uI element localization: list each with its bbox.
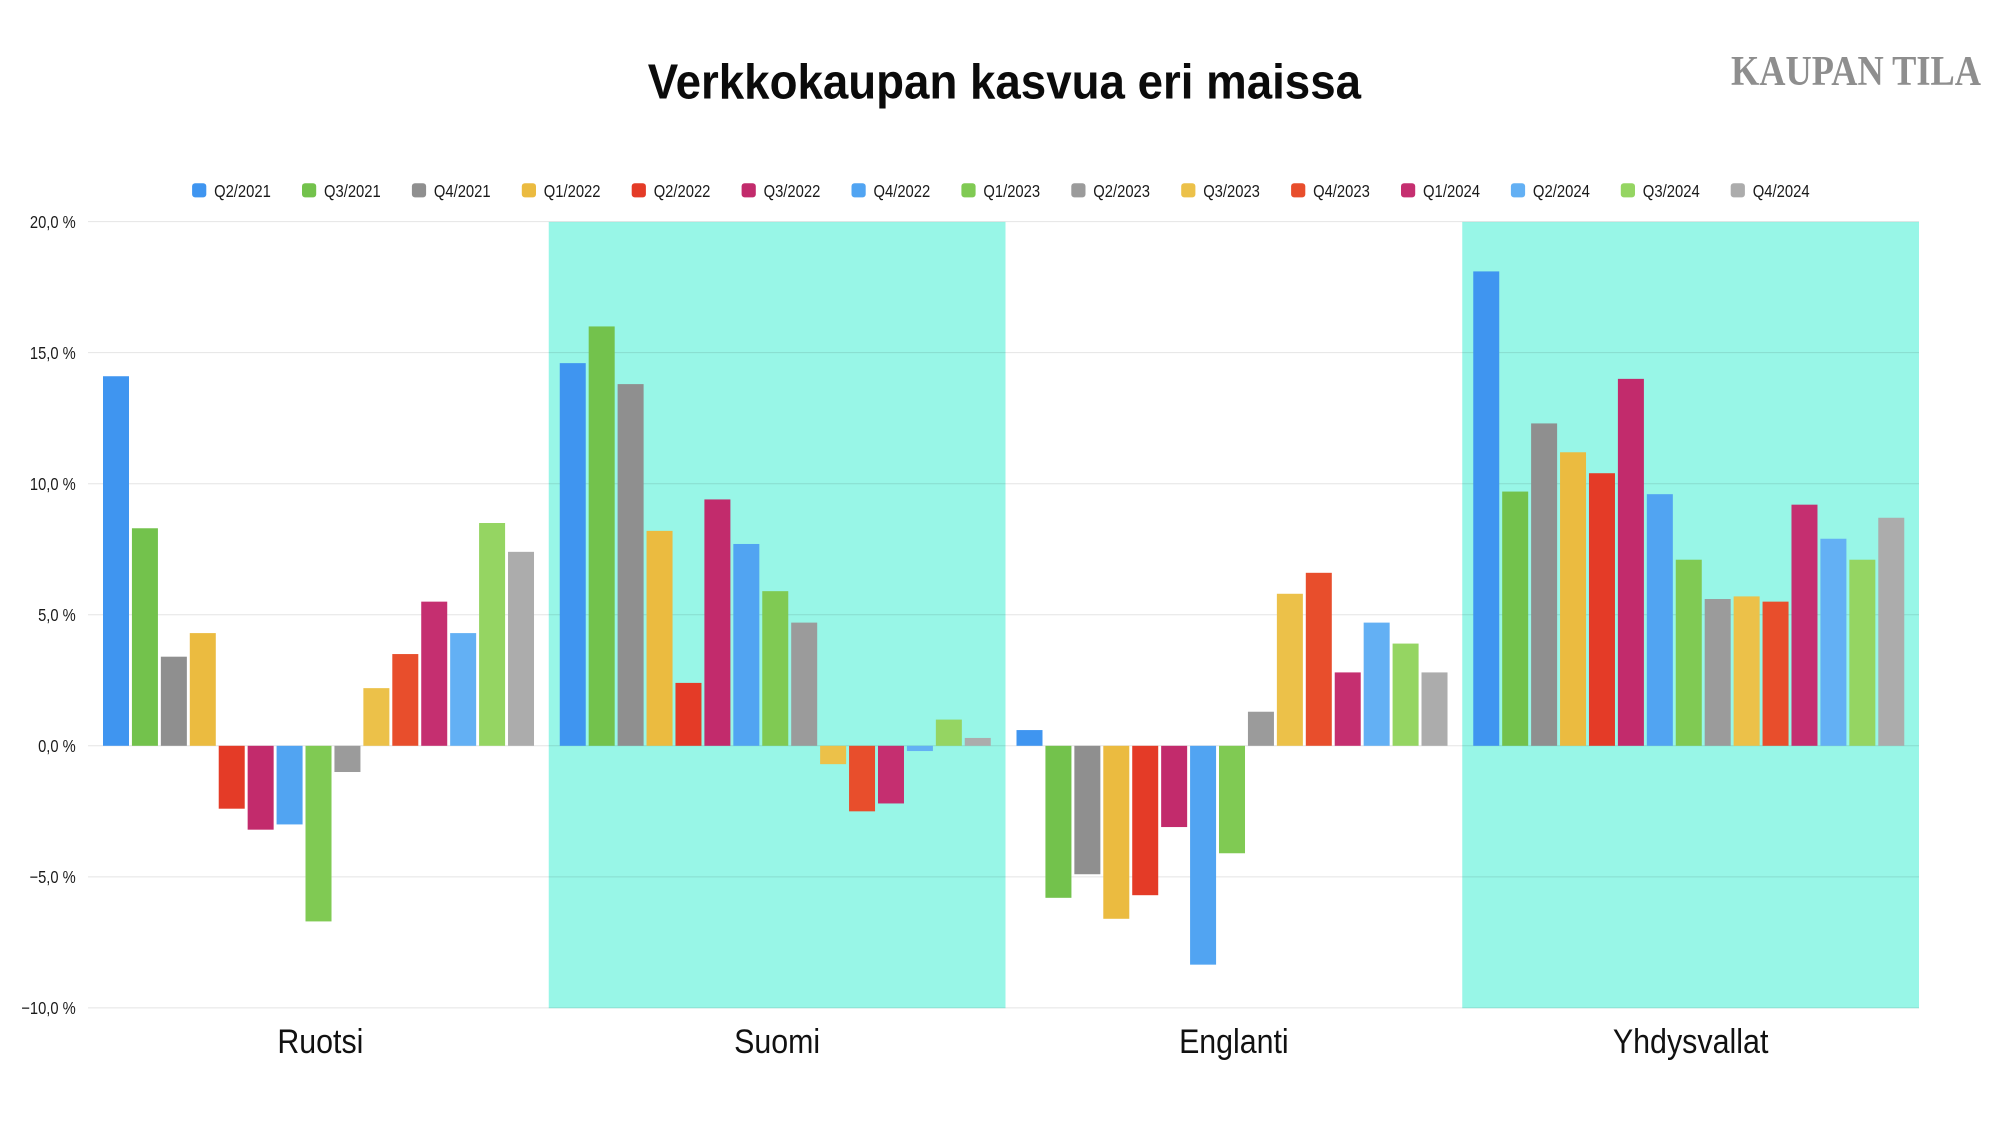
svg-text:5,0 %: 5,0 % — [38, 605, 76, 625]
svg-text:Suomi: Suomi — [734, 1023, 820, 1061]
svg-text:Q2/2023: Q2/2023 — [1093, 181, 1150, 201]
svg-text:15,0 %: 15,0 % — [30, 343, 76, 363]
svg-text:Verkkokaupan kasvua eri maissa: Verkkokaupan kasvua eri maissa — [648, 55, 1362, 110]
svg-text:Yhdysvallat: Yhdysvallat — [1613, 1023, 1769, 1061]
svg-text:Q3/2021: Q3/2021 — [324, 181, 381, 201]
svg-text:Q1/2022: Q1/2022 — [544, 181, 601, 201]
svg-text:Q2/2022: Q2/2022 — [654, 181, 711, 201]
svg-text:Ruotsi: Ruotsi — [277, 1023, 363, 1061]
svg-text:KAUPAN TILA: KAUPAN TILA — [1731, 48, 1981, 95]
svg-text:−10,0 %: −10,0 % — [21, 998, 75, 1018]
svg-text:Q1/2023: Q1/2023 — [983, 181, 1040, 201]
svg-text:Q1/2024: Q1/2024 — [1423, 181, 1480, 201]
svg-text:20,0 %: 20,0 % — [30, 212, 76, 232]
svg-text:10,0 %: 10,0 % — [30, 474, 76, 494]
svg-text:Q4/2024: Q4/2024 — [1753, 181, 1810, 201]
svg-text:Q3/2022: Q3/2022 — [764, 181, 821, 201]
svg-text:0,0 %: 0,0 % — [38, 736, 76, 756]
svg-text:Q2/2021: Q2/2021 — [214, 181, 271, 201]
svg-text:−5,0 %: −5,0 % — [30, 867, 76, 887]
svg-text:Englanti: Englanti — [1179, 1023, 1289, 1061]
svg-text:Q2/2024: Q2/2024 — [1533, 181, 1590, 201]
svg-text:Q3/2023: Q3/2023 — [1203, 181, 1260, 201]
svg-text:Q4/2021: Q4/2021 — [434, 181, 491, 201]
svg-text:Q4/2022: Q4/2022 — [874, 181, 931, 201]
svg-text:Q4/2023: Q4/2023 — [1313, 181, 1370, 201]
svg-text:Q3/2024: Q3/2024 — [1643, 181, 1700, 201]
